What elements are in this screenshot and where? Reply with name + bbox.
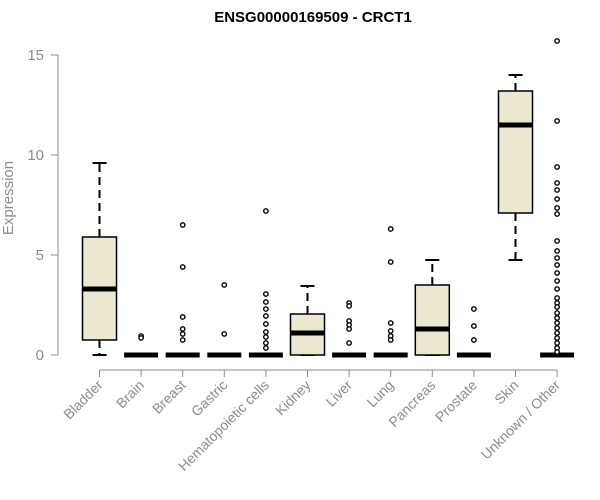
box-iqr — [414, 284, 451, 356]
box-brain — [124, 333, 159, 358]
box-iqr — [497, 90, 534, 214]
plot-area — [81, 38, 575, 358]
outlier-point — [554, 238, 560, 244]
outlier-point — [554, 295, 560, 301]
outlier-point — [179, 314, 186, 320]
outlier-point — [470, 306, 477, 312]
outlier-point — [554, 325, 560, 331]
box-kidney — [289, 285, 326, 356]
outlier-point — [262, 345, 269, 351]
x-tick-label: Lung — [363, 377, 396, 410]
outlier-point — [387, 328, 394, 334]
outlier-point — [554, 315, 560, 321]
outlier-point — [554, 340, 560, 346]
chart-title: ENSG00000169509 - CRCT1 — [214, 9, 412, 26]
x-tick-label: Skin — [491, 377, 522, 408]
outlier-point — [262, 329, 269, 335]
outlier-point — [262, 313, 269, 319]
x-tick-label: Brain — [113, 377, 147, 411]
box-bladder — [81, 162, 118, 356]
outlier-point — [554, 118, 560, 124]
outlier-point — [346, 340, 352, 346]
outlier-point — [554, 205, 560, 211]
outlier-point — [387, 259, 394, 265]
outlier-point — [554, 248, 560, 254]
outlier-point — [179, 264, 186, 270]
y-tick-label: 5 — [36, 247, 44, 264]
outlier-point — [554, 38, 560, 44]
outlier-point — [346, 303, 352, 309]
outlier-point — [138, 335, 145, 341]
outlier-point — [262, 299, 269, 305]
y-tick-label: 0 — [36, 347, 44, 364]
y-tick-label: 10 — [27, 147, 44, 164]
outlier-point — [554, 270, 560, 276]
x-tick-label: Liver — [322, 377, 355, 410]
outlier-point — [262, 208, 269, 214]
x-tick-label: Kidney — [272, 377, 314, 419]
outlier-point — [554, 278, 560, 284]
box-prostate — [456, 306, 491, 358]
outlier-point — [470, 323, 477, 329]
outlier-point — [262, 340, 269, 346]
outlier-point — [554, 211, 560, 217]
outlier-point — [179, 337, 186, 343]
outlier-point — [554, 286, 560, 292]
outlier-point — [554, 255, 560, 261]
outlier-point — [387, 226, 394, 232]
box-pancreas — [414, 259, 451, 356]
box-liver — [332, 300, 367, 358]
outlier-point — [554, 196, 560, 202]
outlier-point — [221, 331, 228, 337]
outlier-point — [179, 331, 186, 337]
box-gastric — [207, 282, 242, 358]
outlier-point — [554, 349, 560, 355]
x-tick-label: Unknown / Other — [478, 377, 564, 463]
outlier-point — [262, 291, 269, 297]
box-skin — [497, 74, 534, 261]
y-axis-label: Expression — [0, 161, 17, 235]
box-breast — [165, 222, 200, 358]
box-hematopoietic-cells — [248, 208, 283, 358]
outlier-point — [262, 334, 269, 340]
box-unknown-other — [540, 38, 575, 358]
outlier-point — [554, 180, 560, 186]
y-tick-label: 15 — [27, 47, 44, 64]
x-tick-label: Bladder — [60, 377, 106, 423]
outlier-point — [262, 306, 269, 312]
outlier-point — [554, 320, 560, 326]
outlier-point — [470, 337, 477, 343]
x-tick-label: Prostate — [432, 377, 480, 425]
outlier-point — [554, 164, 560, 170]
outlier-point — [221, 282, 228, 288]
outlier-point — [387, 337, 394, 343]
y-axis: 0 5 10 15 — [27, 47, 59, 364]
outlier-point — [346, 326, 352, 332]
outlier-point — [554, 335, 560, 341]
outlier-point — [262, 321, 269, 327]
outlier-point — [554, 304, 560, 310]
outlier-point — [554, 330, 560, 336]
outlier-point — [387, 320, 394, 326]
outlier-point — [179, 222, 186, 228]
outlier-point — [554, 310, 560, 316]
outlier-point — [554, 187, 560, 193]
outlier-point — [179, 326, 186, 332]
x-tick-label: Breast — [149, 377, 189, 417]
outlier-point — [554, 262, 560, 268]
box-lung — [373, 226, 408, 358]
